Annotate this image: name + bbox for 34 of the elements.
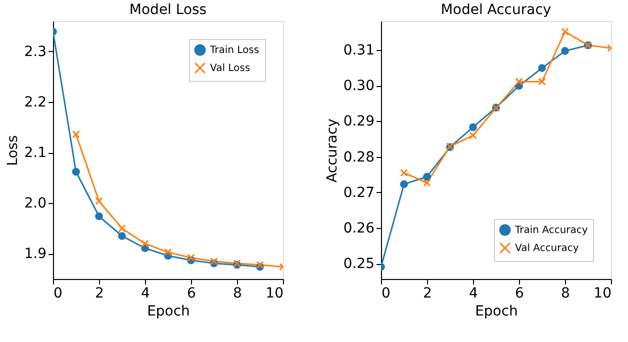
x-tick-label: 4: [469, 286, 478, 302]
x-tick-label: 6: [187, 286, 196, 302]
x-tick-label: 2: [423, 286, 432, 302]
y-tick-label: 0.30: [343, 78, 374, 94]
x-tick-label: 0: [54, 286, 62, 302]
y-tick-label: 0.26: [343, 220, 375, 237]
y-tick-label: 2.0: [24, 196, 46, 212]
x-tick-label: 0: [382, 286, 390, 302]
x-axis-title: Epoch: [475, 304, 518, 320]
x-tick-label: 10: [594, 286, 612, 302]
y-tick-label: 1.9: [24, 246, 46, 262]
x-tick-label: 8: [233, 286, 242, 302]
y-axis-title: Loss: [5, 135, 22, 166]
x-tick-label: 2: [95, 286, 104, 302]
y-tick-label: 0.28: [343, 149, 374, 166]
y-tick-label: 0.27: [343, 184, 374, 201]
y-tick-label: 0.29: [343, 114, 374, 130]
y-tick-label: 2.2: [24, 94, 46, 110]
legend-label: Train Accuracy: [514, 225, 588, 236]
legend-label: Val Accuracy: [515, 243, 579, 254]
x-tick-label: 6: [515, 286, 524, 302]
chart-title: Model Accuracy: [440, 2, 552, 18]
x-tick-label: 10: [266, 286, 284, 302]
y-tick-label: 0.31: [343, 42, 374, 58]
y-tick-label: 0.25: [343, 256, 374, 272]
legend-label: Train Loss: [209, 45, 260, 56]
legend-label: Val Loss: [210, 63, 250, 74]
y-tick-label: 2.3: [24, 44, 46, 60]
x-tick-label: 4: [141, 286, 150, 302]
y-axis-title: Accuracy: [324, 118, 340, 182]
y-tick-label: 2.1: [24, 145, 46, 162]
x-axis-title: Epoch: [147, 304, 190, 320]
chart-title: Model Loss: [129, 2, 207, 18]
x-tick-label: 8: [561, 286, 570, 302]
